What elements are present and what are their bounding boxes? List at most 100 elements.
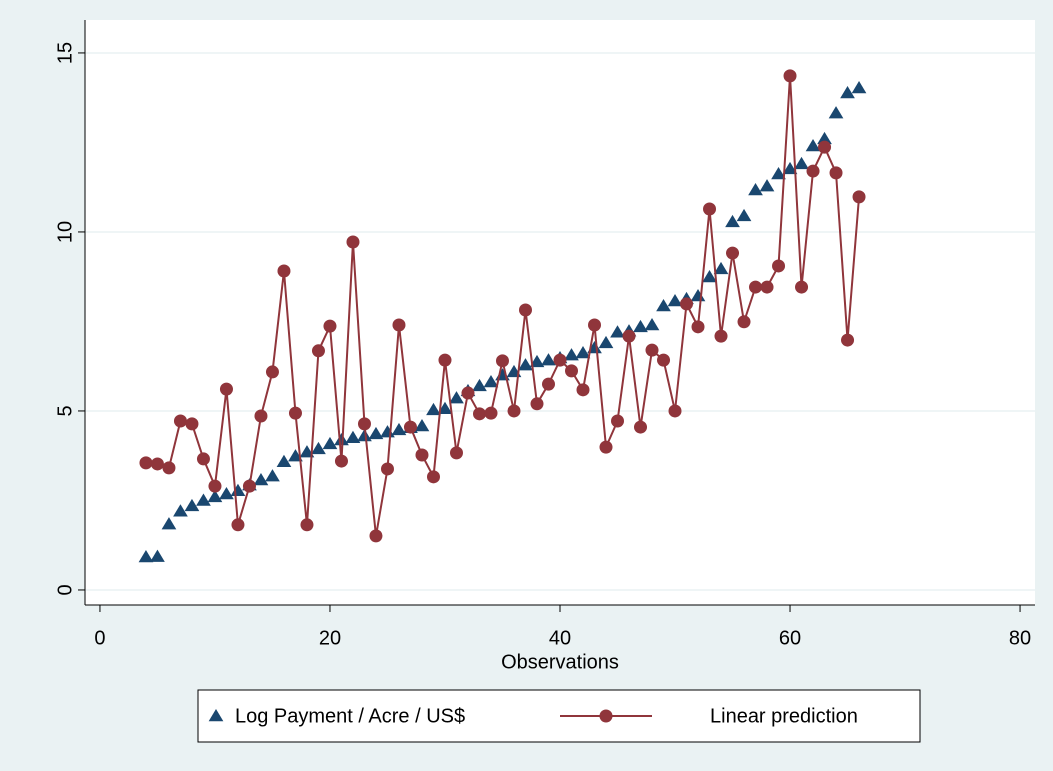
circle-marker xyxy=(369,529,383,543)
circle-marker xyxy=(645,343,659,357)
circle-marker xyxy=(772,259,786,273)
circle-marker xyxy=(599,440,613,454)
circle-marker xyxy=(288,406,302,420)
y-tick-label: 15 xyxy=(54,42,76,64)
triangle-marker xyxy=(564,348,579,361)
circle-marker xyxy=(829,166,843,180)
circle-marker xyxy=(495,354,509,368)
triangle-marker xyxy=(702,270,717,283)
triangle-marker xyxy=(667,294,683,307)
circle-marker xyxy=(334,454,348,468)
circle-marker xyxy=(737,315,751,329)
triangle-marker xyxy=(322,436,338,450)
circle-marker xyxy=(541,377,555,391)
circle-marker xyxy=(530,397,544,411)
triangle-marker xyxy=(161,517,177,530)
triangle-marker xyxy=(138,550,154,563)
triangle-marker xyxy=(207,489,223,503)
y-tick-label: 5 xyxy=(54,405,76,416)
circle-marker xyxy=(818,140,832,154)
circle-marker xyxy=(806,164,820,178)
triangle-marker xyxy=(449,391,464,404)
circle-marker xyxy=(150,457,164,471)
circle-marker xyxy=(657,353,671,367)
circle-marker xyxy=(611,414,625,428)
legend-label: Linear prediction xyxy=(710,705,858,727)
circle-marker xyxy=(461,386,475,400)
circle-marker xyxy=(484,406,498,420)
x-tick-label: 60 xyxy=(779,627,801,649)
triangle-marker xyxy=(391,422,407,436)
circle-marker xyxy=(162,461,176,475)
circle-marker xyxy=(426,470,440,484)
triangle-marker xyxy=(483,374,499,388)
circle-marker xyxy=(392,318,406,332)
triangle-marker xyxy=(851,81,867,94)
triangle-marker xyxy=(426,402,441,416)
triangle-marker xyxy=(828,106,844,119)
x-tick-label: 40 xyxy=(549,627,571,649)
triangle-marker xyxy=(725,214,740,228)
triangle-marker xyxy=(208,709,224,722)
y-tick-label: 0 xyxy=(54,584,76,595)
triangle-marker xyxy=(518,358,533,371)
triangle-marker xyxy=(644,318,660,331)
triangle-marker xyxy=(196,493,211,506)
circle-marker xyxy=(231,518,245,532)
circle-marker xyxy=(438,353,452,367)
triangle-marker xyxy=(253,473,269,486)
triangle-marker xyxy=(805,139,821,152)
triangle-marker xyxy=(541,353,556,366)
triangle-marker xyxy=(598,335,614,349)
legend-label: Log Payment / Acre / US$ xyxy=(235,705,465,727)
circle-marker xyxy=(852,190,866,204)
triangle-marker xyxy=(357,429,372,442)
triangle-marker xyxy=(437,401,453,415)
triangle-marker xyxy=(656,299,671,312)
circle-marker xyxy=(139,456,153,470)
circle-marker xyxy=(346,235,360,249)
triangle-marker xyxy=(265,469,280,482)
circle-marker xyxy=(565,364,579,378)
circle-marker xyxy=(518,303,532,317)
triangle-marker xyxy=(150,549,165,562)
circle-marker xyxy=(749,280,763,294)
circle-marker xyxy=(472,407,486,421)
circle-marker xyxy=(449,446,463,460)
circle-marker xyxy=(323,319,337,333)
circle-marker xyxy=(277,264,291,278)
triangle-marker xyxy=(771,166,786,180)
circle-marker xyxy=(219,382,233,396)
circle-marker xyxy=(242,479,256,493)
circle-marker xyxy=(760,280,774,294)
circle-marker xyxy=(196,452,210,466)
circle-marker xyxy=(357,417,371,431)
circle-marker xyxy=(680,297,694,311)
triangle-marker xyxy=(368,426,384,440)
circle-marker xyxy=(173,414,187,428)
x-tick-label: 0 xyxy=(94,627,105,649)
triangle-marker xyxy=(311,441,326,455)
plot-area xyxy=(85,20,1035,605)
triangle-marker xyxy=(736,208,752,222)
circle-marker xyxy=(691,320,705,334)
circle-marker xyxy=(588,318,602,332)
triangle-marker xyxy=(345,430,361,444)
circle-marker xyxy=(795,280,809,294)
circle-marker xyxy=(841,333,855,347)
circle-marker xyxy=(403,420,417,434)
triangle-marker xyxy=(713,261,729,275)
circle-marker xyxy=(668,404,682,418)
circle-marker xyxy=(380,462,394,476)
circle-marker xyxy=(300,518,314,532)
triangle-marker xyxy=(472,378,487,392)
triangle-marker xyxy=(575,345,591,359)
triangle-marker xyxy=(173,504,188,517)
circle-marker xyxy=(311,344,325,358)
triangle-marker xyxy=(276,454,292,468)
circle-marker xyxy=(185,417,199,431)
x-tick-label: 20 xyxy=(319,627,341,649)
triangle-marker xyxy=(334,432,349,446)
